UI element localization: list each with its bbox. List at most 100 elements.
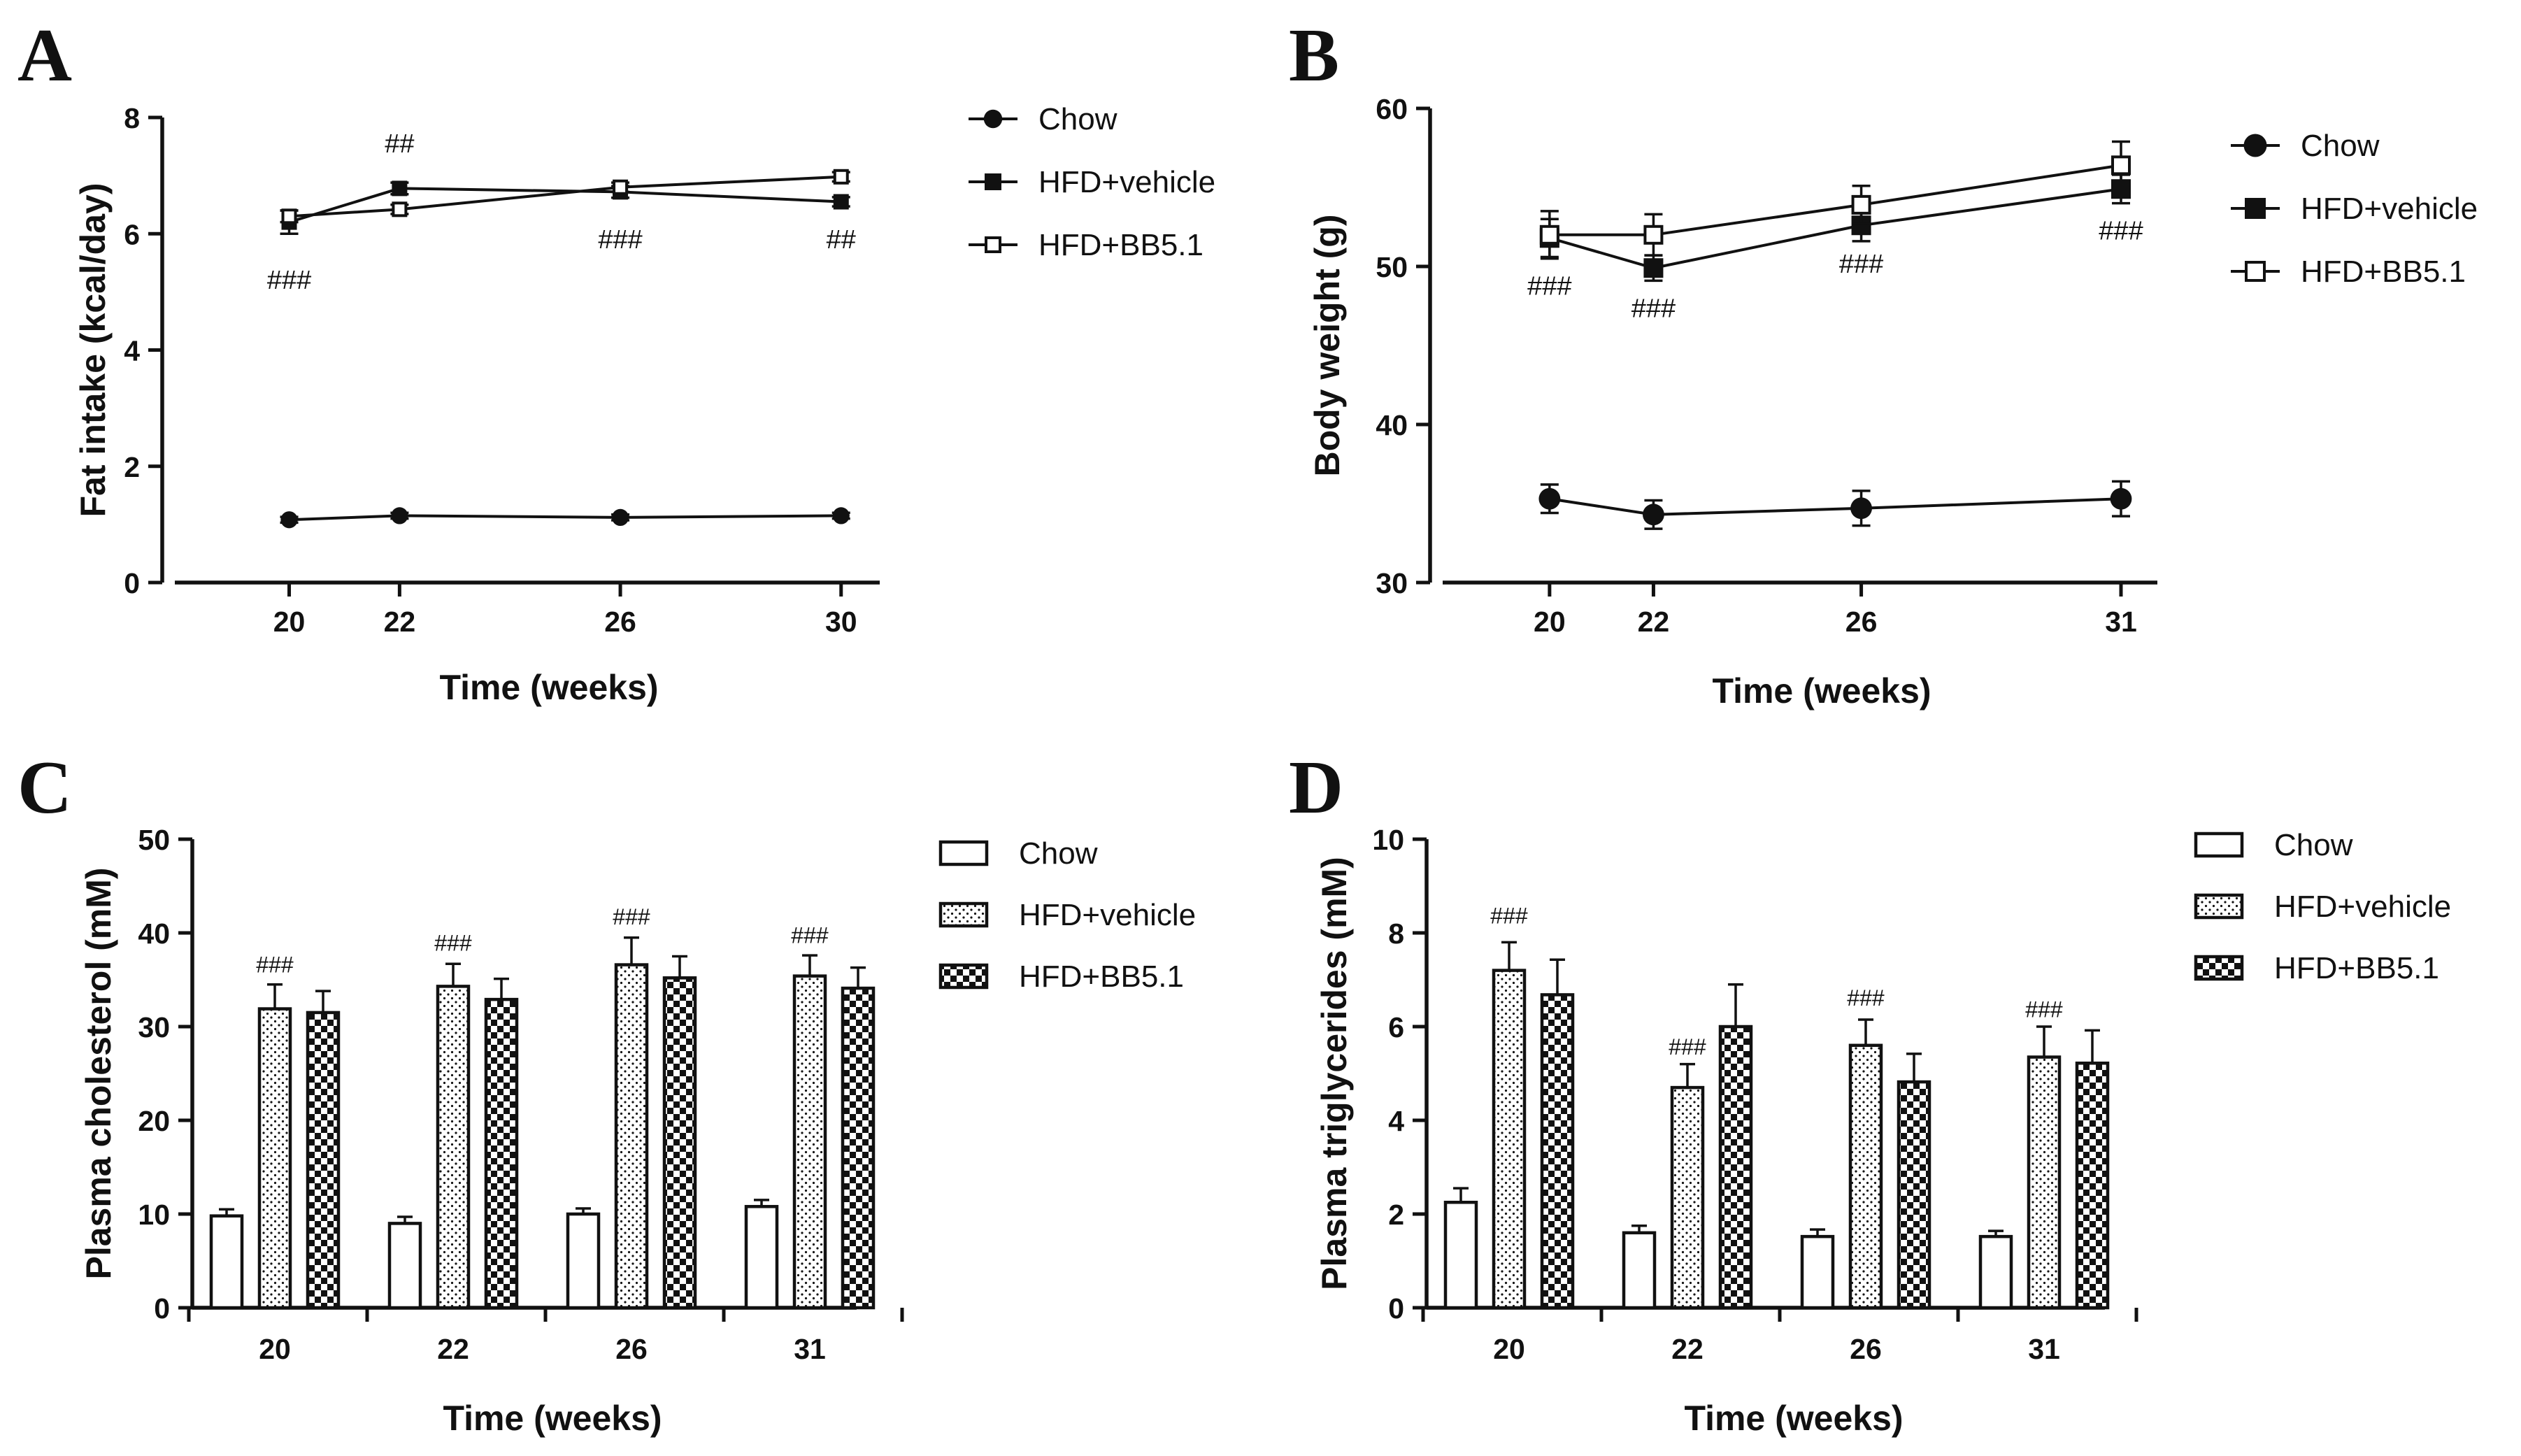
bar-chow [209, 1214, 244, 1310]
legend-swatch-hfd-bb5-1 [2194, 955, 2244, 981]
x-axis-title: Time (weeks) [443, 1399, 662, 1438]
legend-label-hfd-bb5-1: HFD+BB5.1 [2301, 255, 2466, 289]
data-point-hfd-bb5-1 [833, 169, 849, 185]
y-tick-label: 4 [124, 335, 140, 367]
significance-mark: ### [1527, 272, 1571, 301]
legend-swatch-chow [938, 840, 989, 866]
significance-mark: ### [1631, 294, 1676, 323]
bar-chow [1800, 1234, 1835, 1310]
bar-hfd-vehicle [257, 1007, 292, 1310]
y-tick-label: 8 [1388, 918, 1404, 950]
x-tick-label: 31 [2105, 606, 2137, 638]
legend-swatch-chow [2194, 832, 2244, 858]
legend-label-chow: Chow [1038, 102, 1117, 136]
y-tick-label: 30 [1376, 567, 1408, 599]
data-point-hfd-bb5-1 [392, 201, 408, 217]
x-axis-title: Time (weeks) [439, 668, 658, 707]
x-tick-label: 20 [273, 606, 306, 638]
legend-swatch-hfd-vehicle [2194, 893, 2244, 920]
x-tick-label: 26 [604, 606, 636, 638]
legend-swatch-hfd-vehicle [938, 901, 989, 928]
y-tick-label: 0 [154, 1292, 170, 1325]
x-tick-label: 20 [1534, 606, 1566, 638]
bar-hfd-vehicle [436, 985, 471, 1310]
legend-label-hfd-vehicle: HFD+vehicle [2301, 192, 2478, 226]
bar-hfd-bb5-1 [2075, 1062, 2110, 1310]
legend-marker-hfd-vehicle [985, 173, 1001, 190]
y-tick-label: 0 [1388, 1292, 1404, 1325]
x-tick-label: 20 [1493, 1333, 1525, 1365]
significance-mark: ### [267, 266, 311, 295]
bar-hfd-vehicle [1670, 1085, 1705, 1310]
data-point-hfd-bb5-1 [2111, 155, 2131, 176]
bar-hfd-vehicle [792, 974, 827, 1310]
bar-hfd-vehicle [1848, 1043, 1883, 1310]
y-tick-label: 4 [1388, 1105, 1404, 1137]
y-tick-label: 30 [138, 1011, 170, 1043]
panel-letter-c: C [17, 746, 72, 829]
bar-hfd-bb5-1 [306, 1011, 341, 1310]
data-point-hfd-bb5-1 [1539, 224, 1559, 245]
y-axis-title: Fat intake (kcal/day) [73, 183, 113, 518]
bar-chow [566, 1212, 601, 1310]
y-tick-label: 60 [1376, 93, 1408, 125]
bar-hfd-bb5-1 [1540, 993, 1575, 1310]
data-point-chow [611, 508, 629, 527]
data-point-hfd-bb5-1 [281, 208, 297, 224]
significance-mark: ### [2099, 217, 2143, 246]
bar-chow [1443, 1201, 1478, 1310]
panel-d-plasma-triglycerides-chart: D 0 2 4 6 8 10 Plasma triglycerides (mM) Time (… [1289, 746, 2451, 1438]
legend-marker-hfd-bb5-1 [985, 236, 1001, 253]
data-point-hfd-bb5-1 [613, 179, 629, 195]
y-tick-label: 8 [124, 102, 140, 134]
bar-hfd-bb5-1 [1897, 1080, 1931, 1310]
x-tick-label: 20 [259, 1333, 291, 1365]
x-tick-label: 22 [1638, 606, 1670, 638]
significance-mark: ### [434, 930, 472, 955]
significance-mark: ## [827, 225, 856, 255]
data-point-chow [832, 507, 850, 524]
y-tick-label: 40 [138, 918, 170, 950]
data-point-chow [1850, 497, 1872, 520]
data-point-chow [280, 511, 298, 529]
legend-marker-chow [2243, 134, 2267, 157]
series-line-hfd-bb5-1 [289, 175, 841, 218]
significance-mark: ### [1669, 1034, 1706, 1059]
series-line-chow [1549, 497, 2122, 516]
x-tick-label: 22 [437, 1333, 469, 1365]
legend-label-hfd-bb5-1: HFD+BB5.1 [1019, 959, 1184, 994]
panel-letter-a: A [17, 14, 72, 97]
significance-mark: ### [1847, 985, 1885, 1011]
y-tick-label: 10 [1372, 824, 1404, 856]
panel-a-fat-intake-chart: A 0 2 4 6 8 Fat intake (kcal/day) Time (weeks)… [17, 14, 1215, 707]
legend-label-chow: Chow [1019, 836, 1098, 871]
y-tick-label: 50 [138, 824, 170, 856]
x-tick-label: 22 [384, 606, 416, 638]
legend-label-hfd-vehicle: HFD+vehicle [1019, 898, 1196, 932]
y-tick-label: 40 [1376, 409, 1408, 441]
significance-mark: ### [613, 904, 650, 929]
legend-label-hfd-bb5-1: HFD+BB5.1 [1038, 228, 1204, 262]
bar-hfd-vehicle [1492, 969, 1527, 1310]
significance-mark: ### [1839, 250, 1883, 279]
legend-marker-hfd-bb5-1 [2245, 261, 2266, 282]
panel-letter-d: D [1289, 746, 1343, 829]
y-tick-label: 2 [1388, 1199, 1404, 1231]
series-line-hfd-vehicle [288, 187, 841, 224]
series-line-hfd-vehicle [1549, 187, 2122, 270]
y-tick-label: 2 [124, 451, 140, 483]
bar-chow [1978, 1234, 2013, 1310]
data-point-hfd-vehicle [833, 194, 849, 210]
y-tick-label: 6 [1388, 1011, 1404, 1043]
bar-chow [1622, 1231, 1657, 1310]
bar-hfd-bb5-1 [484, 997, 519, 1310]
data-point-hfd-bb5-1 [1643, 224, 1664, 245]
y-axis-title: Plasma triglycerides (mM) [1315, 857, 1354, 1290]
significance-mark: ### [2025, 997, 2063, 1022]
panel-letter-b: B [1289, 14, 1339, 97]
x-tick-label: 30 [825, 606, 857, 638]
series-line-chow [289, 514, 841, 522]
bar-hfd-bb5-1 [841, 986, 876, 1310]
y-tick-label: 50 [1376, 251, 1408, 283]
